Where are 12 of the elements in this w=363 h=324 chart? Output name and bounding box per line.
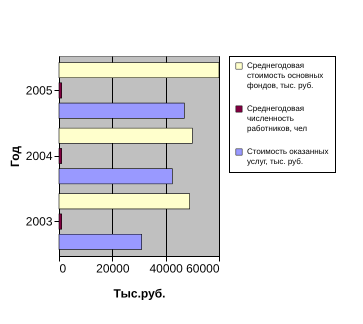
legend-label: Среднегодовая численность работников, чел (247, 104, 308, 133)
x-axis-title: Тыс.руб. (113, 286, 166, 300)
y-tick-label: 2004 (26, 149, 53, 163)
x-tick-label: 0 (60, 262, 66, 276)
legend-label: Стоимость оказанных услуг, тыс. руб. (247, 147, 328, 166)
y-axis-title: Год (8, 146, 22, 167)
x-tick-label: 40000 (149, 262, 184, 276)
legend-label: Среднегодовая стоимость основных фондов, тыс. руб. (247, 61, 324, 90)
x-tick-label: 60000 (186, 262, 220, 276)
y-tick-label: 2005 (26, 83, 53, 98)
y-tick-label: 2003 (26, 214, 53, 229)
x-tick-label: 20000 (96, 262, 130, 276)
